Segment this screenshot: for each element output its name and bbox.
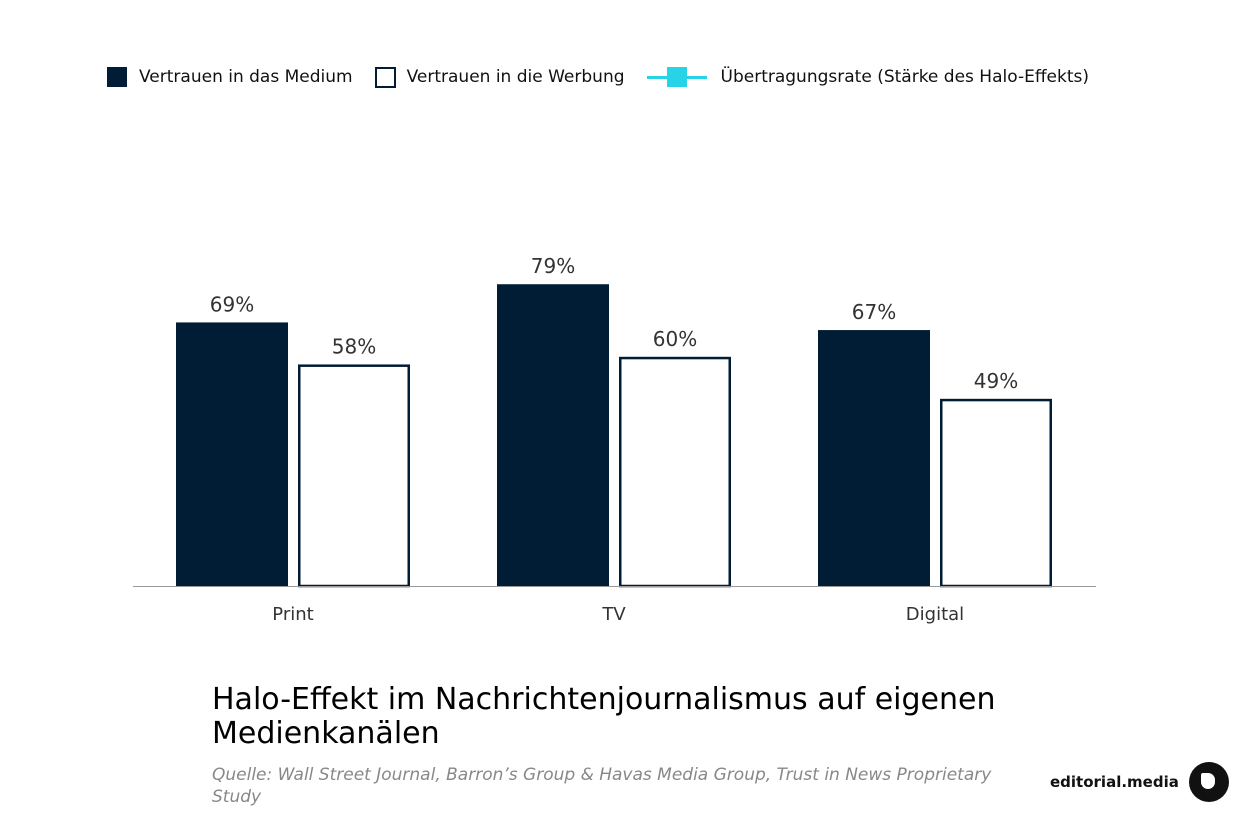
brand-text: editorial.media <box>1050 773 1179 791</box>
bar-medium-digital <box>818 330 930 586</box>
legend-label-rate: Übertragungsrate (Stärke des Halo-Effekt… <box>720 67 1089 87</box>
legend-swatch-rate <box>646 67 707 87</box>
legend-item-werbung: Vertrauen in die Werbung <box>374 66 625 88</box>
legend: Vertrauen in das Medium Vertrauen in die… <box>107 62 1111 92</box>
bar-medium-print <box>176 322 288 586</box>
legend-swatch-medium <box>107 67 127 87</box>
data-label-medium-digital: 67% <box>852 300 896 324</box>
legend-item-rate: Übertragungsrate (Stärke des Halo-Effekt… <box>646 67 1089 87</box>
legend-item-medium: Vertrauen in das Medium <box>107 67 353 87</box>
bar-werbung-tv <box>619 356 731 588</box>
data-label-medium-print: 69% <box>210 292 254 316</box>
brand: editorial.media <box>1050 762 1229 802</box>
data-label-werbung-tv: 60% <box>653 327 697 351</box>
x-tick-label-tv: TV <box>601 604 626 625</box>
legend-label-werbung: Vertrauen in die Werbung <box>406 67 625 87</box>
x-tick-label-digital: Digital <box>906 604 964 625</box>
legend-label-medium: Vertrauen in das Medium <box>139 67 353 87</box>
legend-swatch-werbung <box>374 66 396 88</box>
source-note: Quelle: Wall Street Journal, Barron’s Gr… <box>212 765 992 807</box>
data-label-werbung-digital: 49% <box>974 369 1018 393</box>
bar-medium-tv <box>497 284 609 586</box>
editorial-media-logo-icon <box>1188 762 1229 802</box>
data-label-medium-tv: 79% <box>531 254 575 278</box>
bar-werbung-print <box>298 364 410 588</box>
bar-werbung-digital <box>940 398 1052 588</box>
data-label-werbung-print: 58% <box>332 334 376 358</box>
halo-effect-chart: 69%58%Print79%60%TV67%49%Digital83%76%73… <box>133 254 1096 625</box>
x-tick-label-print: Print <box>272 604 313 625</box>
chart-title: Halo-Effekt im Nachrichtenjournalismus a… <box>212 682 996 751</box>
